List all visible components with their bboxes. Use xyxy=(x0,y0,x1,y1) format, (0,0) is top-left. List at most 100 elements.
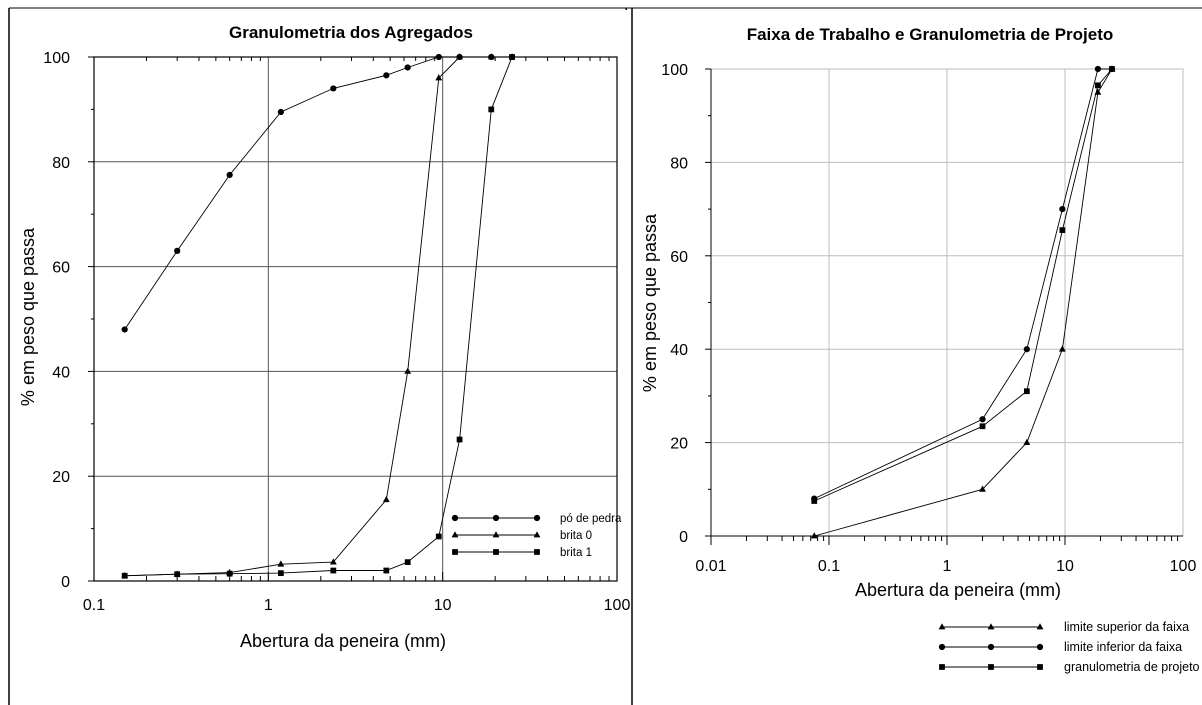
y-axis-label: % em peso que passa xyxy=(640,213,660,392)
legend-label-granulometria-de-projeto: granulometria de projeto xyxy=(1064,660,1200,674)
x-tick-label: 0.1 xyxy=(83,597,105,614)
y-tick-label: 0 xyxy=(679,529,688,546)
legend-marker-limite-superior-da-faixa xyxy=(938,623,946,630)
data-point-granulometria-de-projeto xyxy=(811,498,818,504)
y-tick-label: 80 xyxy=(52,155,70,172)
data-point-po-de-pedra xyxy=(174,247,181,255)
data-point-po-de-pedra xyxy=(226,171,233,179)
y-axis-label: % em peso que passa xyxy=(18,227,38,406)
series-granulometria-de-projeto xyxy=(811,66,1115,504)
x-axis-label: Abertura da peneira (mm) xyxy=(240,631,446,651)
y-tick-label: 20 xyxy=(670,436,688,453)
data-point-limite-inferior-da-faixa xyxy=(1094,65,1102,73)
x-tick-label: 0.1 xyxy=(818,558,840,575)
data-point-granulometria-de-projeto xyxy=(1023,388,1030,395)
legend-marker-brita-0 xyxy=(451,531,459,538)
legend-marker-limite-superior-da-faixa xyxy=(1036,623,1044,630)
data-point-brita-0 xyxy=(404,367,412,374)
x-axis-label: Abertura da peneira (mm) xyxy=(855,580,1061,600)
data-point-brita-1 xyxy=(404,559,411,566)
legend-marker-po-de-pedra xyxy=(451,514,459,522)
legend-marker-po-de-pedra xyxy=(492,514,500,522)
series-line-limite-superior-da-faixa xyxy=(814,68,1113,537)
data-point-granulometria-de-projeto xyxy=(1059,227,1066,233)
x-tick-label: 10 xyxy=(434,597,452,614)
data-point-brita-1 xyxy=(488,106,495,113)
y-tick-label: 40 xyxy=(52,364,70,381)
legend-marker-brita-0 xyxy=(492,531,500,538)
data-point-brita-0 xyxy=(487,53,495,60)
y-tick-label: 60 xyxy=(52,260,70,277)
legend-label-limite-inferior-da-faixa: limite inferior da faixa xyxy=(1064,640,1182,654)
data-point-brita-1 xyxy=(456,436,463,443)
data-point-brita-0 xyxy=(329,558,337,565)
data-point-limite-superior-da-faixa xyxy=(810,532,818,539)
x-tick-label: 100 xyxy=(1170,558,1197,575)
data-point-brita-1 xyxy=(226,570,233,577)
x-tick-label: 100 xyxy=(604,597,631,614)
x-tick-label: 1 xyxy=(264,597,273,614)
data-point-limite-inferior-da-faixa xyxy=(1023,346,1030,353)
y-tick-label: 80 xyxy=(670,155,688,172)
data-point-brita-1 xyxy=(174,571,181,578)
data-point-limite-superior-da-faixa xyxy=(1023,438,1031,445)
legend-marker-granulometria-de-projeto xyxy=(1037,664,1043,670)
legend-marker-granulometria-de-projeto xyxy=(988,664,994,670)
data-point-po-de-pedra xyxy=(404,64,411,71)
legend: limite superior da faixa limite inferior … xyxy=(938,620,1200,674)
data-point-granulometria-de-projeto xyxy=(1095,82,1101,89)
data-point-po-de-pedra xyxy=(277,108,284,116)
legend-marker-limite-inferior-da-faixa xyxy=(1036,643,1044,651)
stray-mark: . xyxy=(624,0,628,14)
data-point-limite-superior-da-faixa xyxy=(979,485,986,492)
data-point-granulometria-de-projeto xyxy=(979,423,986,430)
legend-marker-brita-1 xyxy=(534,549,540,555)
x-tick-label: 10 xyxy=(1056,558,1074,575)
legend-label-brita-1: brita 1 xyxy=(560,547,592,559)
series-brita-1 xyxy=(121,54,515,579)
data-point-limite-inferior-da-faixa xyxy=(979,416,986,423)
legend-marker-po-de-pedra xyxy=(533,514,541,522)
data-point-po-de-pedra xyxy=(330,85,337,92)
legend-label-brita-0: brita 0 xyxy=(560,530,592,542)
data-point-brita-1 xyxy=(121,572,128,579)
y-tick-label: 100 xyxy=(661,62,688,79)
y-tick-label: 0 xyxy=(61,574,70,591)
legend-marker-limite-inferior-da-faixa xyxy=(938,643,946,651)
legend: pó de pedra brita 0 brita 1 xyxy=(451,513,622,559)
data-point-granulometria-de-projeto xyxy=(1109,66,1115,72)
legend-marker-granulometria-de-projeto xyxy=(939,664,945,670)
legend-marker-brita-1 xyxy=(493,549,499,555)
data-point-po-de-pedra xyxy=(121,326,128,333)
y-tick-label: 100 xyxy=(43,50,70,67)
data-point-brita-0 xyxy=(277,560,285,567)
chart-title: Faixa de Trabalho e Granulometria de Pro… xyxy=(747,25,1114,44)
data-point-brita-1 xyxy=(277,570,284,577)
legend-marker-brita-1 xyxy=(452,549,458,555)
chart-faixa-trabalho: 0.01 0.1 1 10 100 0 20 40 60 80 100 Faixa de Trabal… xyxy=(640,25,1200,674)
legend-label-limite-superior-da-faixa: limite superior da faixa xyxy=(1064,620,1189,634)
data-point-brita-0 xyxy=(456,53,463,60)
legend-marker-limite-inferior-da-faixa xyxy=(987,643,995,651)
legend-label-po-de-pedra: pó de pedra xyxy=(560,513,622,525)
data-point-brita-1 xyxy=(435,533,442,540)
y-tick-label: 20 xyxy=(52,469,70,486)
data-point-brita-1 xyxy=(330,567,337,574)
y-tick-label: 60 xyxy=(670,249,688,266)
data-point-brita-1 xyxy=(383,567,390,574)
x-tick-label: 0.01 xyxy=(695,558,726,575)
data-point-po-de-pedra xyxy=(435,53,442,61)
data-point-brita-0 xyxy=(382,495,390,503)
x-tick-label: 1 xyxy=(943,558,952,575)
data-point-po-de-pedra xyxy=(383,72,390,79)
data-point-limite-inferior-da-faixa xyxy=(1059,205,1066,213)
data-point-brita-0 xyxy=(435,74,443,81)
legend-marker-limite-superior-da-faixa xyxy=(987,623,995,630)
legend-marker-brita-0 xyxy=(533,531,541,538)
data-point-limite-superior-da-faixa xyxy=(1058,345,1066,352)
data-point-brita-1 xyxy=(509,54,515,60)
chart-granulometria-agregados: 0.1 1 10 100 0 20 40 60 80 100 Granulometria dos A… xyxy=(18,23,630,651)
chart-title: Granulometria dos Agregados xyxy=(229,23,473,42)
y-tick-label: 40 xyxy=(670,342,688,359)
